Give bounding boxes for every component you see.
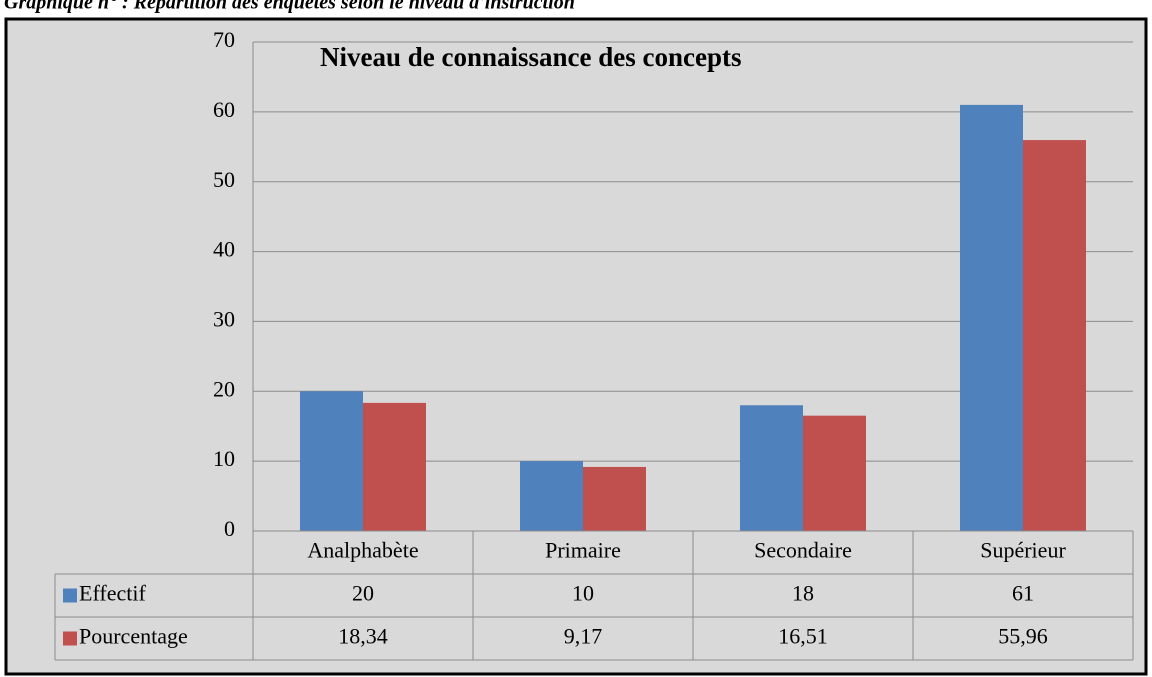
table-value: 18,34 xyxy=(338,624,388,649)
table-value: 61 xyxy=(1012,581,1034,606)
chart-frame xyxy=(4,17,1148,676)
bar xyxy=(960,104,1023,531)
legend-swatch xyxy=(63,631,77,646)
legend-swatch xyxy=(63,588,77,603)
x-tick-label: Analphabète xyxy=(307,538,418,563)
table-value: 20 xyxy=(352,581,374,606)
y-tick-label: 40 xyxy=(213,237,235,262)
x-tick-label: Secondaire xyxy=(754,538,852,563)
bar xyxy=(803,415,866,531)
y-tick-label: 20 xyxy=(213,376,235,401)
table-value: 10 xyxy=(572,581,594,606)
x-tick-label: Primaire xyxy=(545,538,621,563)
y-tick-label: 10 xyxy=(213,446,235,471)
legend-label: Pourcentage xyxy=(79,624,188,649)
table-value: 16,51 xyxy=(778,624,828,649)
legend-label: Effectif xyxy=(79,581,146,606)
table-value: 55,96 xyxy=(998,624,1048,649)
bar xyxy=(1023,140,1086,532)
table-value: 9,17 xyxy=(564,624,603,649)
bar xyxy=(740,405,803,531)
y-tick-label: 70 xyxy=(213,27,235,52)
y-tick-label: 60 xyxy=(213,97,235,122)
bar xyxy=(583,466,646,531)
chart-title: Niveau de connaissance des concepts xyxy=(320,42,742,72)
y-tick-label: 0 xyxy=(224,516,235,541)
bar xyxy=(363,402,426,531)
bar xyxy=(300,391,363,531)
caption: Graphique n° : Répartition des enquêtés … xyxy=(4,0,575,14)
y-tick-label: 50 xyxy=(213,167,235,192)
y-tick-label: 30 xyxy=(213,306,235,331)
bar xyxy=(520,461,583,531)
table-value: 18 xyxy=(792,581,814,606)
x-tick-label: Supérieur xyxy=(980,538,1066,563)
